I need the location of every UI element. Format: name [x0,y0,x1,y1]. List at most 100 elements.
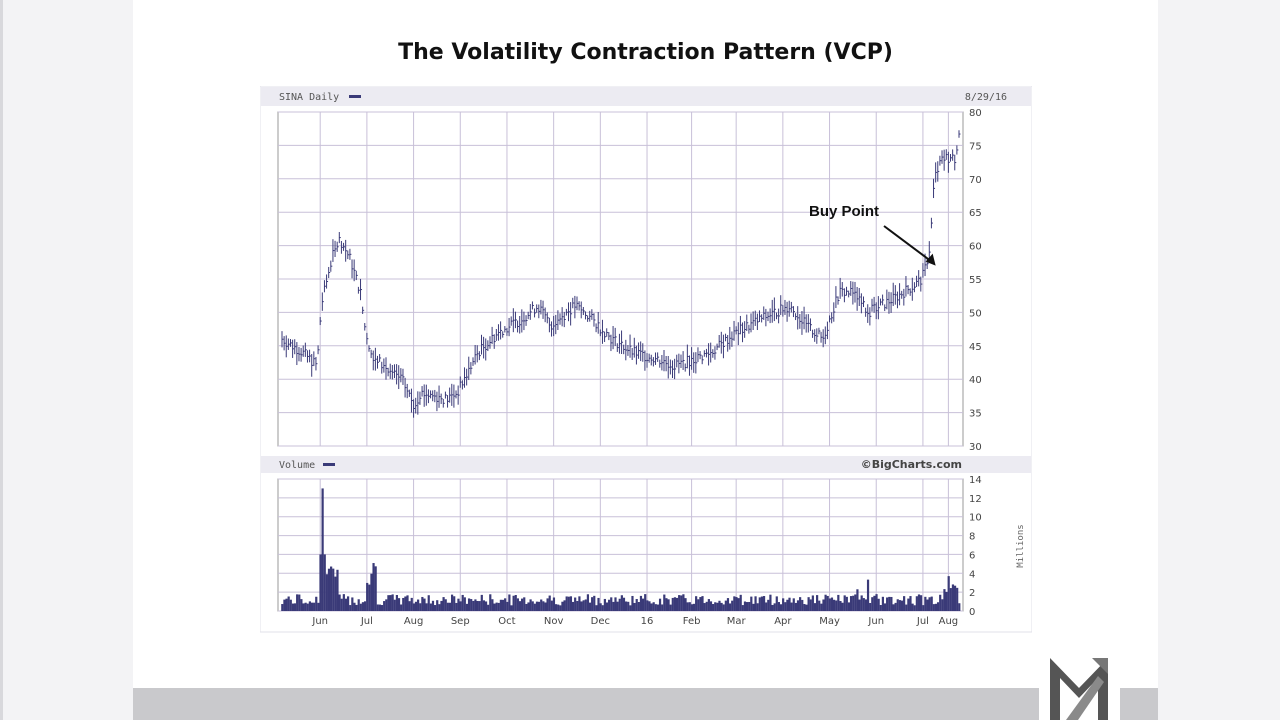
volume-bar [310,602,314,611]
volume-bar [928,597,931,611]
volume-bar [419,603,422,611]
volume-bar [578,596,581,611]
volume-bar [869,602,872,611]
volume-bar [542,601,545,611]
volume-bar [465,603,469,611]
volume-bar [894,602,897,611]
x-axis-labels: Jun Jul Aug Sep Oct Nov Dec 16 Feb Mar Apr May Jun Ju… [311,616,958,627]
volume-bar [370,573,373,611]
volume-bar [516,598,519,611]
x-tick-label: May [819,616,840,627]
volume-bar [533,603,536,611]
volume-bar [298,594,301,611]
volume-bar [703,603,706,611]
volume-bar [881,596,884,611]
volume-bar [644,594,647,611]
volume-bar [510,605,513,611]
volume-tick-label: 12 [969,494,982,505]
volume-bar [531,601,534,611]
volume-bar [852,595,855,611]
volume-bar [731,600,734,611]
volume-tick-label: 10 [969,513,982,524]
volume-bar [871,597,874,611]
volume-tick-label: 6 [969,550,975,561]
volume-bars [281,488,961,611]
volume-bar [930,596,933,611]
volume-bar [495,602,498,611]
volume-bar [828,598,831,611]
volume-bar [540,599,543,611]
volume-bar [588,602,592,611]
volume-bar [896,599,899,611]
volume-bar [489,594,492,611]
volume-bar [714,602,717,611]
volume-bar [289,599,292,611]
volume-bar [321,488,324,611]
volume-bar [875,594,878,611]
volume-bar [383,601,386,611]
volume-bar [472,600,475,611]
volume-bar [951,584,955,611]
volume-bar [478,601,481,611]
volume-bar [841,602,844,611]
volume-bar [648,601,651,611]
volume-bar [769,594,772,611]
volume-bar [363,601,367,611]
volume-bar [760,596,764,611]
volume-bar [773,603,776,611]
volume-bar [735,597,738,611]
volume-bar [641,598,645,611]
volume-bar [886,597,889,611]
volume-bar [750,596,753,611]
volume-bar [811,595,814,611]
volume-bar [745,602,749,611]
volume-bar [427,595,430,611]
volume-bar [408,601,411,611]
price-tick-label: 75 [969,141,982,152]
price-tick-label: 50 [969,308,982,319]
price-tick-label: 40 [969,375,982,386]
volume-bar [521,598,524,611]
volume-bar [739,594,742,611]
volume-bar [417,599,420,611]
volume-bar [620,595,623,611]
volume-bar [327,568,331,611]
volume-bar [756,603,759,611]
volume-bar [707,599,710,611]
volume-bar [678,595,681,611]
volume-bar [397,598,401,611]
volume-bar [635,599,638,611]
volume-bar [467,598,471,611]
volume-bar [527,602,530,611]
volume-bar [807,597,810,611]
volume-bar [597,597,600,611]
volume-bar [947,576,950,611]
volume-bar [684,598,687,611]
price-tick-label: 45 [969,342,982,353]
volume-bar [334,576,337,611]
volume-bar [387,595,390,611]
volume-bar [862,598,865,611]
volume-bar [595,605,598,611]
volume-bar [431,600,435,611]
x-tick-label: Aug [404,616,424,627]
volume-bar [830,597,834,611]
volume-bar [860,595,863,611]
volume-bar [809,599,812,611]
slide-title: The Volatility Contraction Pattern (VCP) [398,40,893,65]
volume-bar [557,604,560,611]
volume-bar [622,597,626,611]
volume-bar [686,602,689,611]
volume-bar [410,597,413,611]
volume-bar [450,594,454,611]
volume-bar [455,602,458,611]
volume-bar [457,598,460,611]
x-tick-label: Aug [939,616,959,627]
volume-bar [552,597,556,611]
x-tick-label: Jun [311,616,328,627]
volume-bar [688,602,691,611]
volume-bar [406,595,409,611]
volume-bar [915,596,918,611]
volume-bar [414,601,418,611]
volume-bar [393,599,396,611]
